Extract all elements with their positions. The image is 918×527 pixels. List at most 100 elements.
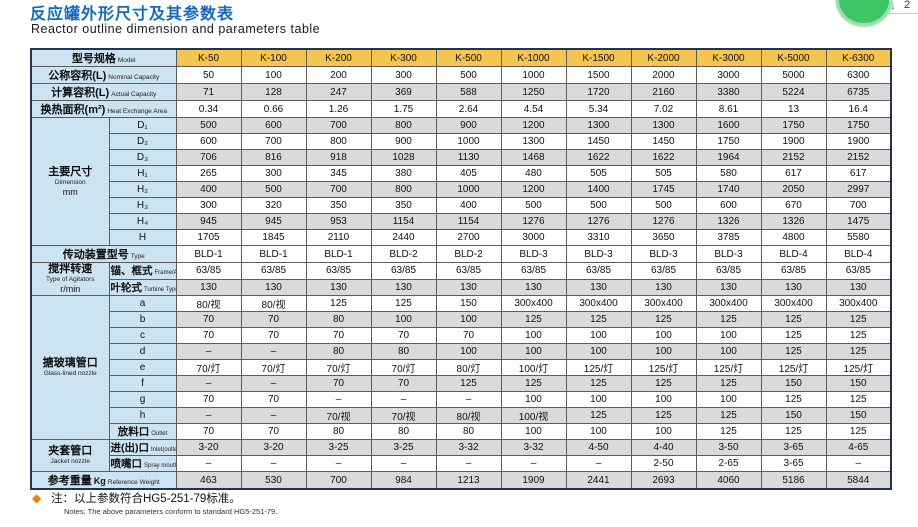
parameters-table: 型号规格 Model K-50 K-100 K-200 K-300 K-500 K-1000 K… xyxy=(30,48,892,490)
data-cell: 4-65 xyxy=(825,439,892,456)
data-cell: 63/85 xyxy=(825,262,892,280)
data-cell: 1200 xyxy=(500,181,567,198)
data-cell: 100 xyxy=(695,343,762,360)
data-cell: 125 xyxy=(760,327,827,344)
data-cell: 265 xyxy=(175,165,242,182)
model-column-header: K-1000 xyxy=(500,48,567,67)
data-cell: 1750 xyxy=(825,117,892,134)
table-row: 参考重量 Kg Reference Weight 463 530 700 984 1213 19… xyxy=(30,471,892,490)
data-cell: 125 xyxy=(630,407,697,424)
data-cell: 1000 xyxy=(435,181,502,198)
data-cell: 125 xyxy=(630,375,697,392)
data-cell: 125 xyxy=(305,295,372,312)
data-cell: 6735 xyxy=(825,83,892,101)
data-cell: 63/85 xyxy=(695,262,762,280)
data-cell: – xyxy=(825,455,892,472)
data-cell: BLD-4 xyxy=(825,245,892,263)
data-cell: 71 xyxy=(175,83,242,101)
data-cell: 70 xyxy=(175,423,242,440)
data-cell: 2050 xyxy=(760,181,827,198)
data-cell: 4.54 xyxy=(500,100,567,118)
data-cell: 1745 xyxy=(630,181,697,198)
data-cell: 125/灯 xyxy=(825,359,892,376)
data-cell: 900 xyxy=(370,133,437,150)
data-cell: 1622 xyxy=(630,149,697,166)
data-cell: 500 xyxy=(565,197,632,214)
data-cell: 2440 xyxy=(370,229,437,246)
data-cell: 345 xyxy=(305,165,372,182)
data-cell: 130 xyxy=(630,278,697,296)
data-cell: 3-50 xyxy=(695,439,762,456)
data-cell: 70 xyxy=(305,375,372,392)
data-cell: 63/85 xyxy=(630,262,697,280)
data-cell: 1500 xyxy=(565,66,632,84)
data-cell: 400 xyxy=(435,197,502,214)
data-cell: 200 xyxy=(305,66,372,84)
data-cell: 70/灯 xyxy=(305,359,372,376)
data-cell: 70/灯 xyxy=(175,359,242,376)
data-cell: 6300 xyxy=(825,66,892,84)
row-sublabel: e xyxy=(108,359,177,376)
row-label: 参考重量 Kg Reference Weight xyxy=(30,471,177,490)
data-cell: 320 xyxy=(240,197,307,214)
data-cell: 945 xyxy=(240,213,307,230)
page-subtitle: Reactor outline dimension and parameters… xyxy=(31,22,321,36)
data-cell: 100 xyxy=(565,423,632,440)
download-badge-icon[interactable] xyxy=(836,0,892,26)
data-cell: 1900 xyxy=(760,133,827,150)
data-cell: 1475 xyxy=(825,213,892,230)
data-cell: 953 xyxy=(305,213,372,230)
data-cell: BLD-1 xyxy=(305,245,372,263)
data-cell: – xyxy=(435,455,502,472)
table-row: H₂ 400 500 700 800 1000 1200 1400 1745 1740 2050 29… xyxy=(31,181,892,198)
data-cell: 700 xyxy=(305,117,372,134)
data-cell: 125 xyxy=(565,407,632,424)
model-column-header: K-2000 xyxy=(630,48,697,67)
data-cell: 0.34 xyxy=(175,100,242,118)
data-cell: 3-65 xyxy=(760,455,827,472)
model-column-header: K-50 xyxy=(175,48,242,67)
data-cell: 50 xyxy=(175,66,242,84)
data-cell: 70 xyxy=(240,311,307,328)
data-cell: 13 xyxy=(760,100,827,118)
table-row: D₃ 706 816 918 1028 1130 1468 1622 1622 1964 2152 2… xyxy=(31,149,892,166)
data-cell: 80 xyxy=(305,311,372,328)
data-cell: 70/视 xyxy=(370,407,437,424)
data-cell: 300x400 xyxy=(760,295,827,312)
data-cell: 3380 xyxy=(695,83,762,101)
data-cell: 125 xyxy=(630,311,697,328)
data-cell: 63/85 xyxy=(500,262,567,280)
table-row: 叶轮式 Turbine Type 130 130 130 130 130 130 130 130 1… xyxy=(31,278,892,296)
data-cell: 125/灯 xyxy=(695,359,762,376)
data-cell: 2693 xyxy=(630,471,697,490)
data-cell: 125 xyxy=(825,423,892,440)
table-row: 主要尺寸 Dimension mm D₁ 500 600 700 800 900 1200 1300… xyxy=(30,117,892,246)
model-column-header: K-100 xyxy=(240,48,307,67)
data-cell: 1720 xyxy=(565,83,632,101)
data-cell: 700 xyxy=(825,197,892,214)
data-cell: BLD-3 xyxy=(565,245,632,263)
data-cell: 100 xyxy=(695,391,762,408)
data-cell: 300x400 xyxy=(630,295,697,312)
data-cell: 100 xyxy=(500,391,567,408)
data-cell: 70 xyxy=(370,327,437,344)
data-cell: 130 xyxy=(435,278,502,296)
data-cell: 700 xyxy=(305,471,372,490)
data-cell: 125 xyxy=(825,391,892,408)
data-cell: 2152 xyxy=(760,149,827,166)
data-cell: 2000 xyxy=(630,66,697,84)
data-cell: 80 xyxy=(305,423,372,440)
data-cell: 130 xyxy=(760,278,827,296)
data-cell: 500 xyxy=(435,66,502,84)
row-label: 公称容积(L) Nominal Capacity xyxy=(30,66,177,84)
table-row: H₁ 265 300 345 380 405 480 505 505 580 617 617 xyxy=(31,165,892,182)
row-sublabel: H₂ xyxy=(108,181,177,198)
row-label: 传动装置型号 Type xyxy=(30,245,177,263)
data-cell: 1000 xyxy=(435,133,502,150)
data-cell: 1750 xyxy=(760,117,827,134)
data-cell: 100 xyxy=(240,66,307,84)
data-cell: 80/视 xyxy=(240,295,307,312)
model-column-header: K-1500 xyxy=(565,48,632,67)
